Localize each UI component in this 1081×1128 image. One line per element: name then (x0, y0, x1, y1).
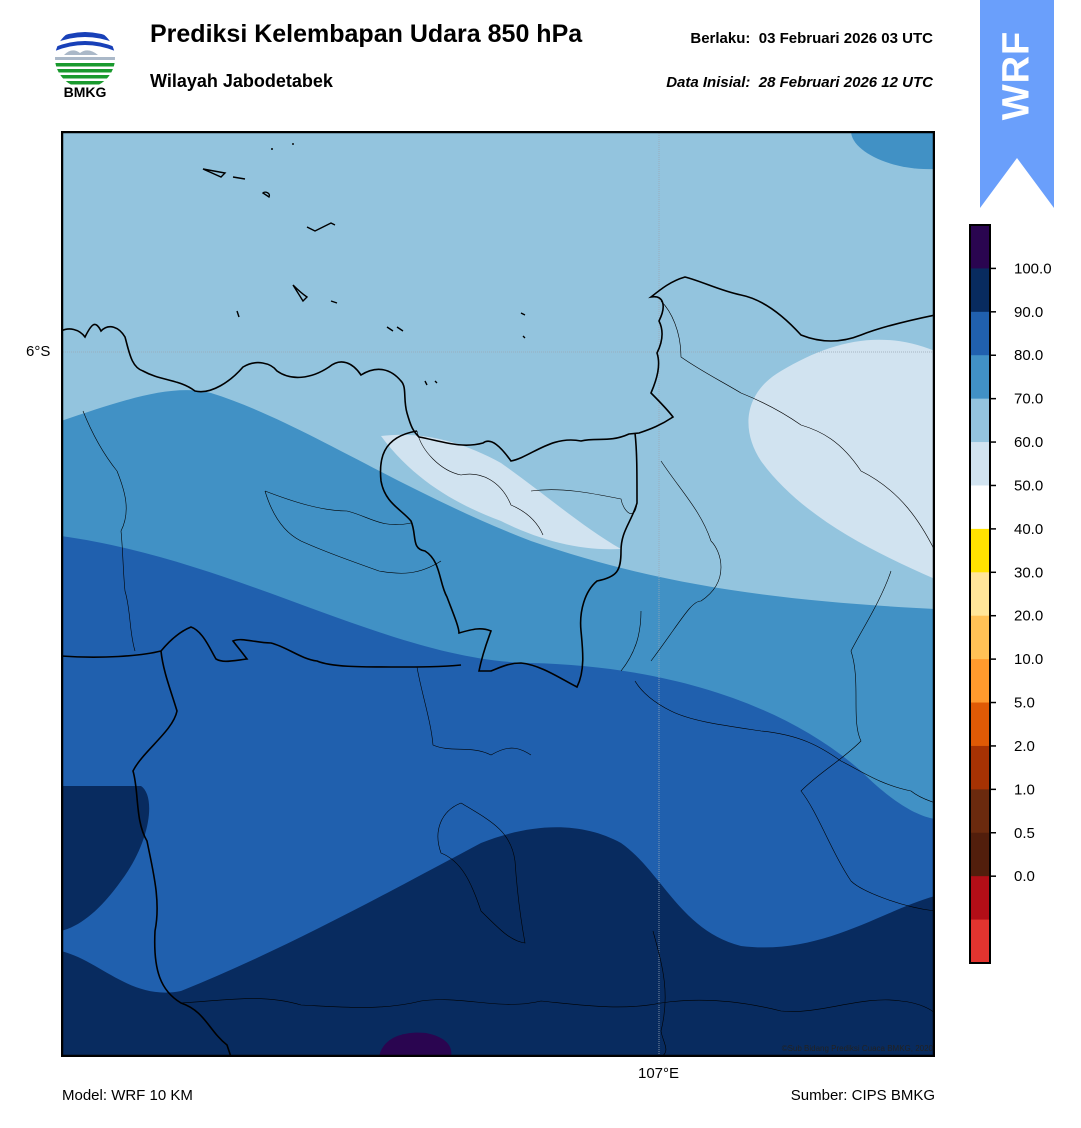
colorbar-segment (970, 745, 990, 790)
district-boundary (800, 570, 935, 912)
latitude-label: 6°S (26, 343, 51, 360)
valid-label: Berlaku: (690, 30, 751, 47)
colorbar-tick-label: 60.0 (1014, 434, 1043, 451)
colorbar-segment (970, 789, 990, 834)
island (424, 380, 438, 386)
district-boundary (416, 666, 532, 756)
humidity-map (61, 131, 935, 1057)
district-boundary (264, 490, 442, 574)
humidity-band-50-60-east (748, 339, 935, 579)
island (202, 168, 227, 178)
arrow-up-icon (980, 0, 1054, 208)
colorbar-segment (970, 398, 990, 443)
source-info: Sumber: CIPS BMKG (790, 1087, 935, 1104)
humidity-band-90-100-west (61, 786, 150, 931)
colorbar-tick-label: 70.0 (1014, 391, 1043, 408)
colorbar-segment (970, 311, 990, 356)
model-info: Model: WRF 10 KM (62, 1087, 193, 1104)
page-title: Prediksi Kelembapan Udara 850 hPa (150, 20, 583, 48)
init-time: Data Inisial: 28 Februari 2026 12 UTC (666, 74, 933, 91)
humidity-band-50-60-center (381, 434, 621, 550)
humidity-band-70-80-northeast (851, 131, 935, 170)
colorbar-tick-label: 40.0 (1014, 521, 1043, 538)
coastline (61, 276, 935, 462)
colorbar-segment (970, 919, 990, 964)
wrf-badge-text: WRF (995, 30, 1038, 120)
colorbar-segment (970, 572, 990, 617)
island (236, 310, 240, 318)
colorbar-segment (970, 528, 990, 573)
logo-text: BMKG (63, 84, 107, 100)
colorbar-tick-label: 100.0 (1014, 260, 1052, 277)
district-boundary (264, 490, 412, 525)
district-boundary (437, 802, 526, 944)
colorbar-tick-label: 20.0 (1014, 608, 1043, 625)
district-boundary (634, 680, 935, 804)
valid-time: Berlaku: 03 Februari 2026 03 UTC (690, 30, 933, 47)
region-subtitle: Wilayah Jabodetabek (150, 71, 333, 91)
colorbar-tick-label: 5.0 (1014, 695, 1035, 712)
district-boundary (82, 410, 136, 652)
humidity-band-100-plus (379, 1032, 452, 1057)
colorbar-segment (970, 442, 990, 486)
colorbar-segment (970, 355, 990, 400)
init-label: Data Inisial: (666, 74, 751, 91)
colorbar-tick-label: 0.5 (1014, 825, 1035, 842)
island (232, 176, 246, 180)
bmkg-logo-icon (55, 28, 115, 88)
island (261, 191, 271, 199)
island (306, 222, 336, 232)
island (520, 312, 526, 339)
valid-time-value: 03 Februari 2026 03 UTC (758, 30, 933, 47)
colorbar-tick-label: 50.0 (1014, 477, 1043, 494)
humidity-band-90-100-south (61, 827, 935, 1057)
province-boundary (379, 430, 638, 689)
district-boundary (660, 300, 935, 552)
colorbar-tick-label: 0.0 (1014, 868, 1035, 885)
colorbar-tick-label: 30.0 (1014, 564, 1043, 581)
wrf-badge: WRF (980, 0, 1054, 210)
colorbar-tick-label: 90.0 (1014, 304, 1043, 321)
humidity-band-80-90 (61, 536, 935, 1057)
colorbar-segment (970, 615, 990, 660)
longitude-label: 107°E (638, 1065, 680, 1082)
colorbar: 100.0 90.0 80.0 70.0 60.0 50.0 40.0 30.0 20.0 10.… (969, 224, 1052, 964)
colorbar-segment (970, 225, 990, 269)
colorbar-segment (970, 268, 990, 313)
island (386, 326, 404, 332)
colorbar-segment (970, 832, 990, 877)
district-boundary (416, 430, 638, 536)
colorbar-segment (970, 702, 990, 747)
colorbar-tick-label: 2.0 (1014, 738, 1035, 755)
colorbar-segment (970, 876, 990, 921)
colorbar-tick-label: 1.0 (1014, 781, 1035, 798)
district-boundary (620, 460, 722, 672)
colorbar-segment (970, 659, 990, 704)
colorbar-tick-label: 10.0 (1014, 651, 1043, 668)
map-credit: ©Sub Bidang Prediksi Cuaca BMKG, 2020 (781, 1044, 933, 1053)
island (271, 143, 294, 150)
island (330, 300, 338, 304)
init-time-value: 28 Februari 2026 12 UTC (758, 74, 933, 91)
island (292, 284, 309, 303)
colorbar-tick-label: 80.0 (1014, 347, 1043, 364)
district-boundary (180, 998, 935, 1016)
colorbar-segment (970, 485, 990, 530)
district-boundary (652, 930, 667, 1057)
